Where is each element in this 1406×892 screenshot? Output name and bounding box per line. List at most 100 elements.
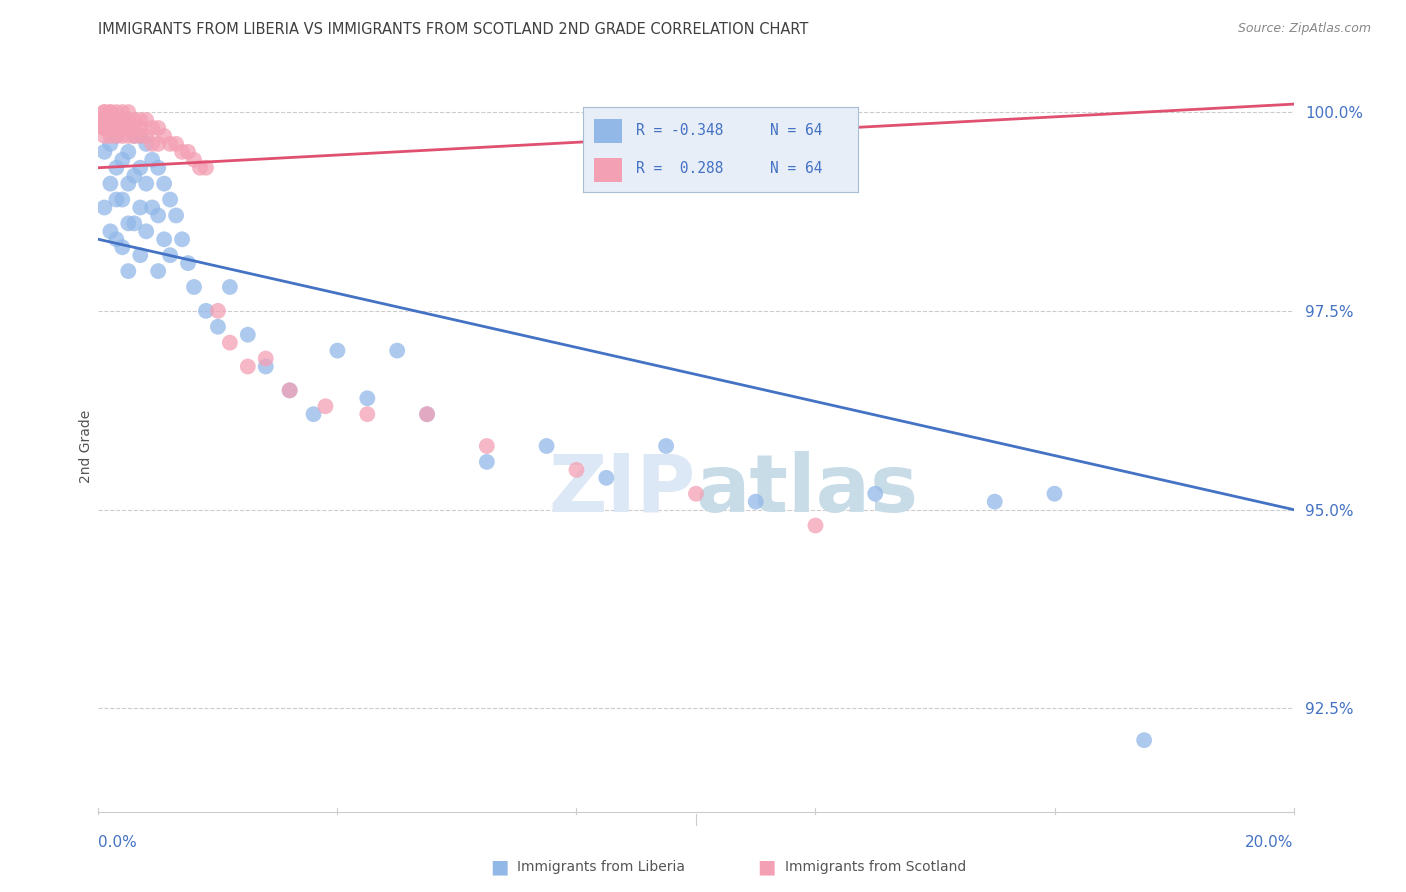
Point [183,153,205,167]
Point [105,105,128,120]
Point [655,439,678,453]
Point [117,216,139,230]
Point [105,128,128,143]
Point [124,120,146,135]
Point [100,136,122,151]
Point [100,128,122,143]
Point [135,128,157,143]
Text: IMMIGRANTS FROM LIBERIA VS IMMIGRANTS FROM SCOTLAND 2ND GRADE CORRELATION CHART: IMMIGRANTS FROM LIBERIA VS IMMIGRANTS FR… [98,22,808,37]
Point [93,128,115,143]
Point [111,105,134,120]
Point [685,486,707,500]
Point [111,153,134,167]
Point [111,120,134,135]
Point [100,113,122,128]
Point [177,256,200,270]
Point [93,105,115,120]
Text: 20.0%: 20.0% [1246,836,1294,850]
Point [207,319,229,334]
Point [100,113,122,128]
Point [93,145,115,159]
Point [100,120,122,135]
Point [93,120,115,135]
Point [105,161,128,175]
Text: R =  0.288: R = 0.288 [636,161,723,176]
Point [129,161,152,175]
Point [141,120,163,135]
Point [195,161,218,175]
Point [105,193,128,207]
Point [135,224,157,238]
Point [117,105,139,120]
Text: atlas: atlas [696,450,920,529]
Point [188,161,211,175]
Point [141,153,163,167]
Point [141,201,163,215]
Point [183,280,205,294]
Point [356,392,378,406]
Point [129,128,152,143]
Point [165,136,187,151]
Point [745,494,768,508]
Text: R = -0.348: R = -0.348 [636,123,723,138]
FancyBboxPatch shape [595,158,621,182]
Point [148,209,170,223]
Point [254,351,277,366]
Point [195,303,218,318]
Point [172,145,194,159]
Text: ■: ■ [756,857,776,877]
Point [1043,486,1066,500]
Point [117,145,139,159]
Point [93,113,115,128]
Point [148,136,170,151]
Point [100,105,122,120]
Point [111,113,134,128]
Point [207,303,229,318]
Point [111,128,134,143]
Point [254,359,277,374]
Text: Source: ZipAtlas.com: Source: ZipAtlas.com [1237,22,1371,36]
Point [148,120,170,135]
Point [475,439,498,453]
Point [141,136,163,151]
Text: N = 64: N = 64 [770,123,823,138]
Point [111,240,134,254]
Point [416,407,439,421]
Point [93,113,115,128]
Point [153,177,176,191]
Point [148,264,170,278]
Point [117,128,139,143]
Point [124,169,146,183]
Text: 0.0%: 0.0% [98,836,138,850]
Point [117,177,139,191]
Point [177,145,200,159]
Point [804,518,827,533]
Point [124,216,146,230]
Point [105,113,128,128]
Point [172,232,194,246]
Point [219,280,242,294]
Point [135,136,157,151]
Point [565,463,588,477]
Point [100,120,122,135]
Point [100,113,122,128]
Point [129,201,152,215]
Point [278,384,301,398]
Point [278,384,301,398]
Point [111,120,134,135]
Point [1133,733,1156,747]
Point [302,407,325,421]
Point [153,232,176,246]
Point [135,177,157,191]
Point [135,113,157,128]
Point [159,136,181,151]
Point [984,494,1007,508]
Point [129,120,152,135]
Point [865,486,887,500]
Point [124,128,146,143]
Point [117,113,139,128]
Point [129,113,152,128]
Text: N = 64: N = 64 [770,161,823,176]
Point [148,161,170,175]
Point [219,335,242,350]
